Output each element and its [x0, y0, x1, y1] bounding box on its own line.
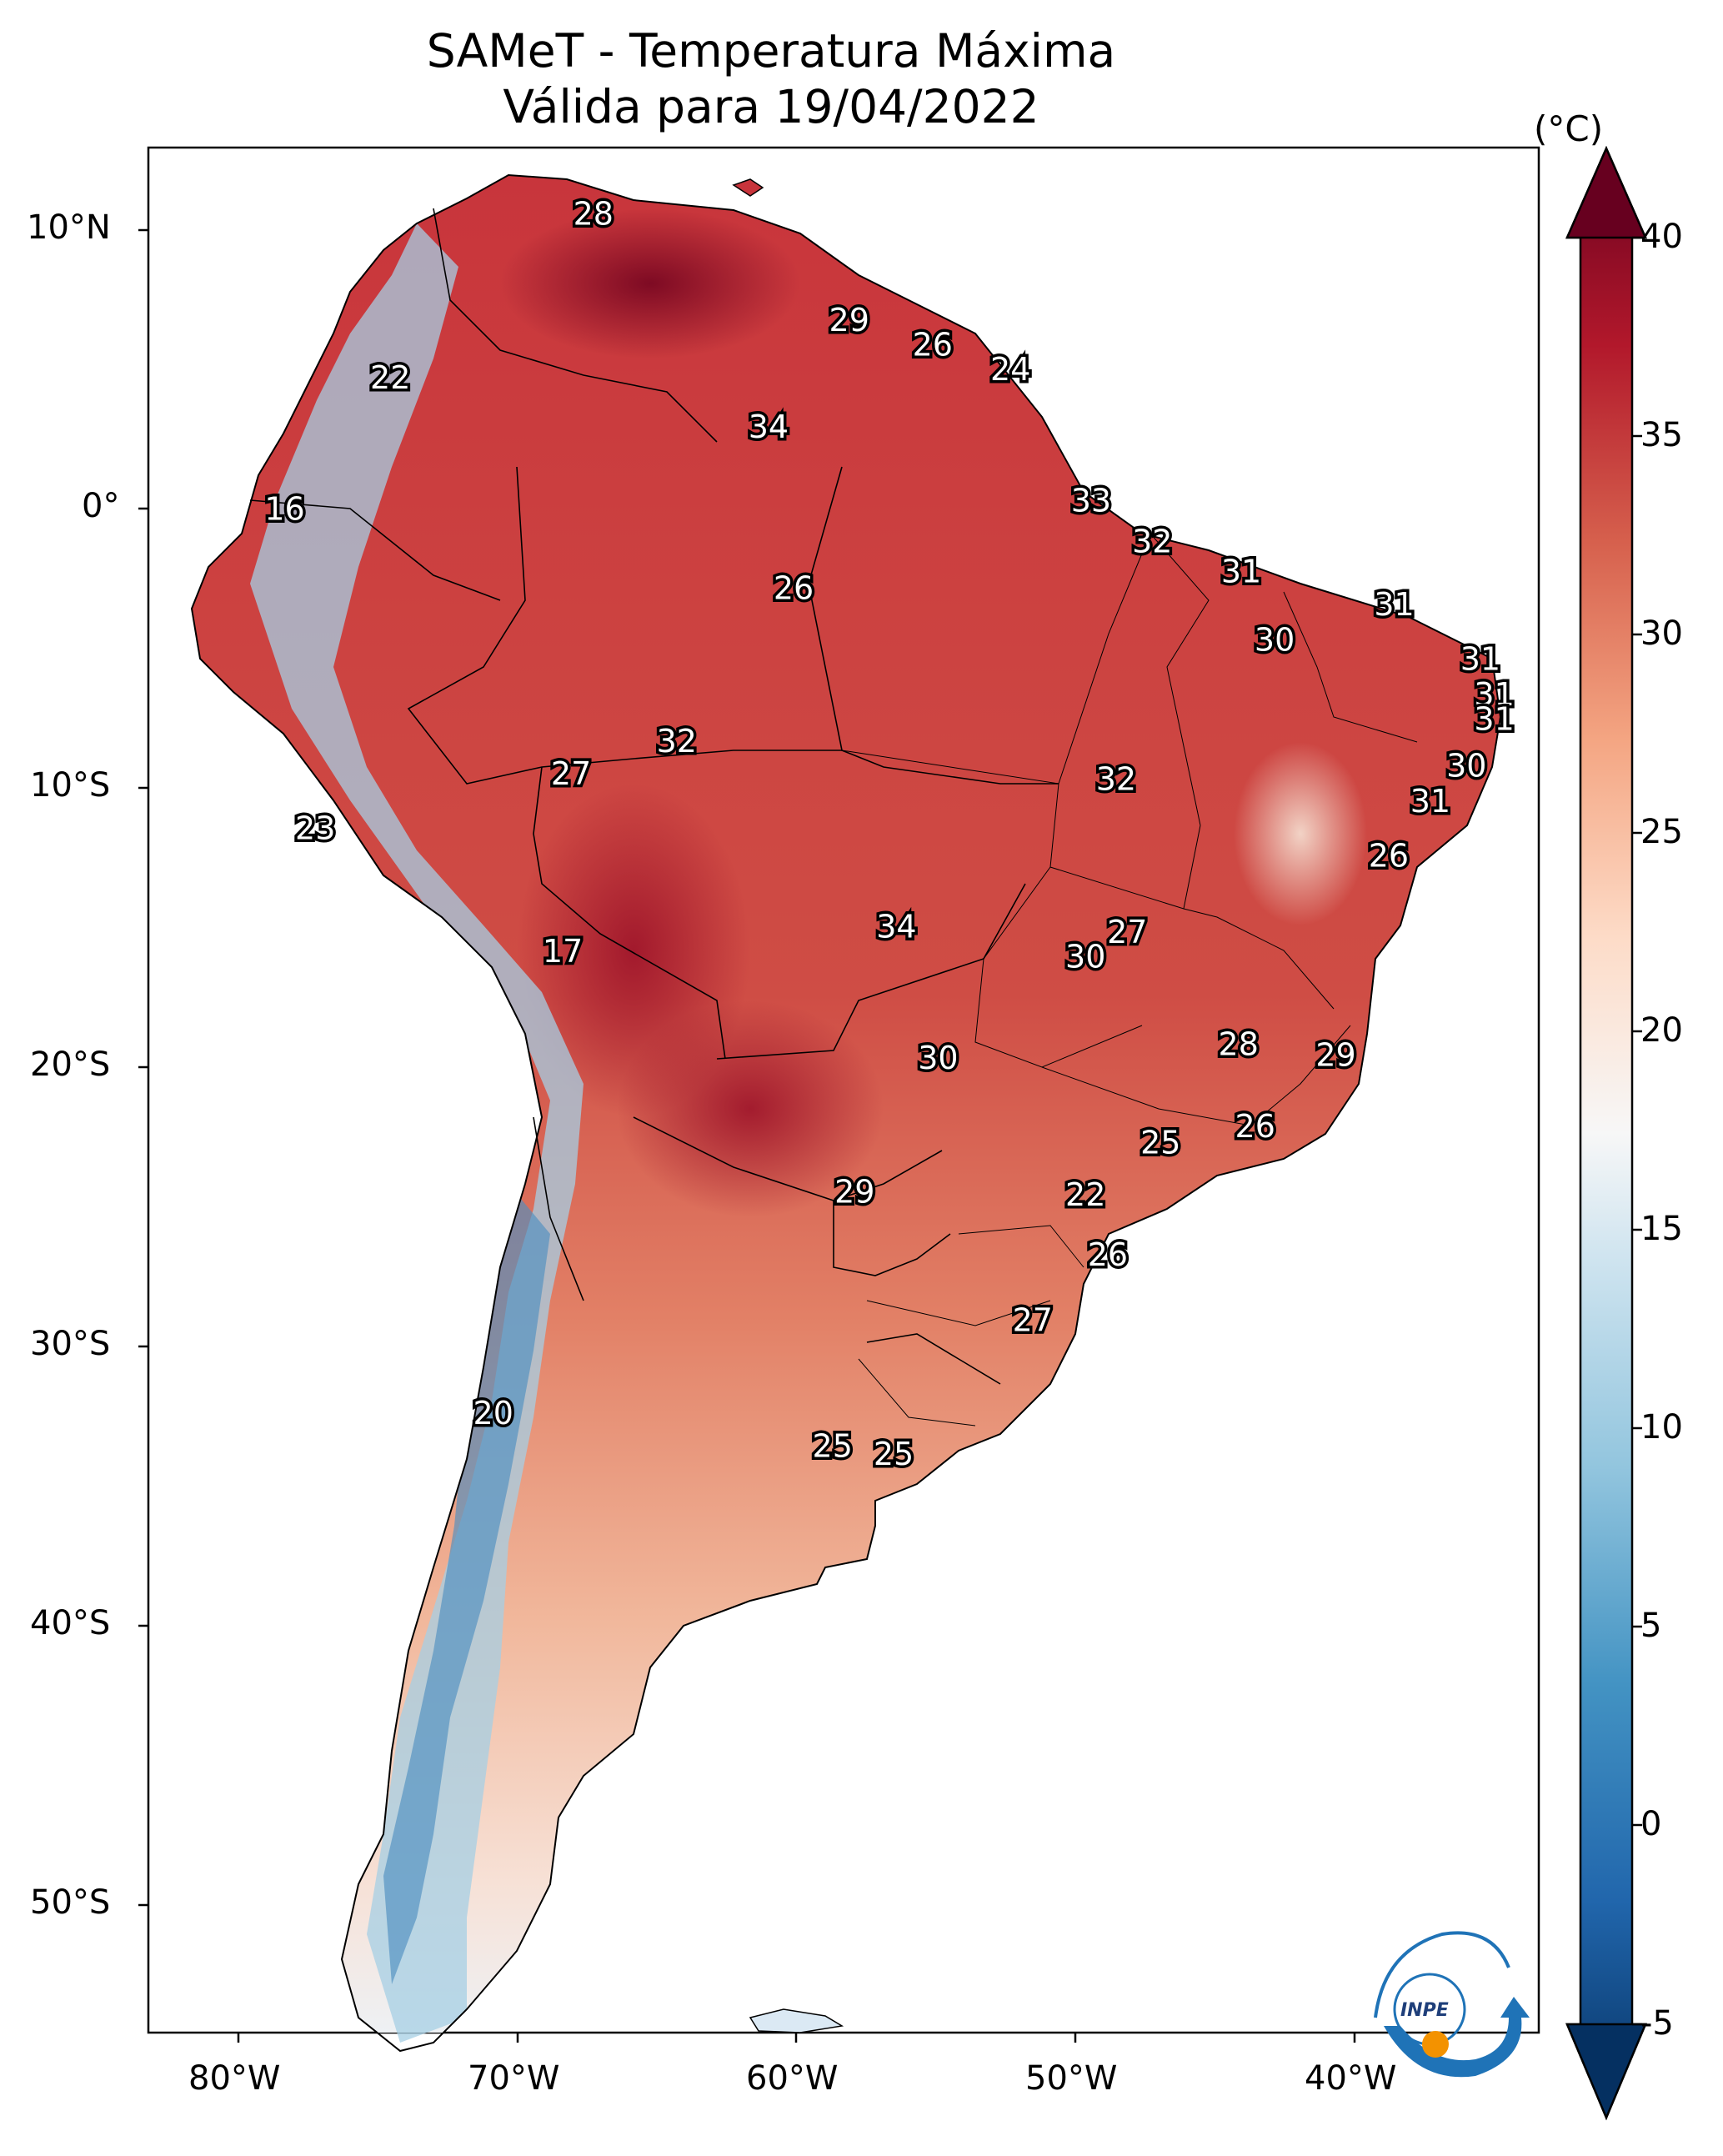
caribbean-island — [732, 178, 764, 197]
station-value-label: 31 — [1460, 641, 1500, 678]
y-tick-label: 40°S — [30, 1604, 111, 1642]
station-value-label: 29 — [829, 302, 869, 338]
y-tick-label: 0° — [82, 487, 120, 525]
station-value-label: 30 — [1255, 622, 1295, 659]
colorbar-bar — [1565, 145, 1647, 2121]
colorbar-tick-label: 35 — [1640, 416, 1683, 454]
colorbar-tick-label: 0 — [1640, 1805, 1662, 1843]
station-value-label: 26 — [913, 327, 953, 364]
colorbar-ticks — [1632, 236, 1642, 2026]
y-tick-label: 20°S — [30, 1045, 111, 1084]
colorbar-tick-label: 30 — [1640, 614, 1683, 653]
hot-zone-venezuela — [500, 208, 800, 358]
station-value-label: 32 — [1096, 761, 1136, 798]
station-value-label: 25 — [813, 1427, 853, 1464]
station-value-label: 31 — [1474, 676, 1514, 713]
y-tick-label: 10°N — [27, 208, 111, 247]
station-value-label: 32 — [657, 723, 697, 760]
andes-cold-band — [250, 223, 584, 2043]
x-tick-label: 80°W — [188, 2059, 281, 2098]
x-tick-label: 50°W — [1025, 2059, 1118, 2098]
inpe-logo-text: INPE — [1400, 2000, 1449, 2021]
station-value-label: 30 — [1446, 747, 1486, 784]
colorbar — [1565, 145, 1647, 2121]
map-subtitle: Válida para 19/04/2022 — [503, 80, 1039, 133]
colorbar-tick-label: 25 — [1640, 813, 1683, 851]
cool-zone-bahia — [1234, 742, 1367, 925]
station-value-label: 24 — [990, 351, 1030, 388]
colorbar-max-arrow — [1565, 145, 1647, 239]
map-title: SAMeT - Temperatura Máxima — [426, 24, 1116, 78]
y-axis-ticks — [138, 228, 148, 1907]
station-value-label: 31 — [1221, 554, 1261, 590]
state-borders — [841, 533, 1418, 1426]
station-value-label: 26 — [1235, 1108, 1275, 1145]
station-value-label: 16 — [264, 490, 304, 527]
colorbar-tick-label: 5 — [1640, 1607, 1662, 1645]
station-value-label: 33 — [1071, 483, 1111, 519]
inpe-logo: INPE — [1374, 1931, 1530, 2078]
station-value-label: 28 — [573, 195, 614, 232]
station-value-label: 22 — [370, 359, 410, 396]
station-value-label: 26 — [1088, 1236, 1128, 1273]
y-tick-label: 50°S — [30, 1883, 111, 1922]
station-value-label: 28 — [1219, 1026, 1259, 1063]
station-value-label: 34 — [876, 909, 916, 945]
colorbar-tick-label: -5 — [1640, 2004, 1674, 2043]
station-value-label: 31 — [1374, 586, 1414, 623]
country-borders — [249, 208, 1059, 1385]
andes-coldest-band — [383, 1184, 550, 1984]
colorbar-tick-label: 40 — [1640, 218, 1683, 256]
station-value-label: 26 — [774, 569, 814, 606]
station-value-label: 25 — [874, 1436, 914, 1472]
station-value-label: 25 — [1140, 1125, 1180, 1161]
inpe-logo-dot — [1422, 2031, 1449, 2058]
station-value-label: 17 — [543, 933, 583, 970]
y-tick-label: 10°S — [30, 766, 111, 805]
station-value-label: 31 — [1410, 783, 1450, 820]
y-tick-label: 30°S — [30, 1325, 111, 1363]
falkland-islands — [749, 2008, 844, 2033]
x-tick-label: 40°W — [1305, 2059, 1397, 2098]
station-value-label: 27 — [1013, 1302, 1053, 1339]
colorbar-tick-label: 15 — [1640, 1210, 1683, 1248]
station-value-label: 22 — [1065, 1176, 1105, 1213]
x-tick-label: 70°W — [468, 2059, 560, 2098]
colorbar-tick-label: 10 — [1640, 1408, 1683, 1447]
station-value-label: 27 — [551, 755, 591, 792]
station-value-label: 30 — [918, 1040, 958, 1076]
colorbar-unit: (°C) — [1534, 108, 1604, 149]
station-value-label: 26 — [1369, 838, 1409, 875]
station-value-label: 32 — [1132, 524, 1172, 560]
station-value-label: 27 — [1107, 914, 1147, 950]
hot-zone-paraguay — [617, 1000, 884, 1217]
station-value-label: 31 — [1474, 701, 1514, 738]
station-value-label: 29 — [834, 1174, 874, 1211]
x-tick-label: 60°W — [746, 2059, 839, 2098]
station-value-label: 20 — [473, 1395, 513, 1431]
station-value-label: 30 — [1065, 939, 1105, 975]
x-axis-ticks — [237, 2033, 1356, 2043]
station-value-label: 23 — [295, 810, 335, 847]
colorbar-tick-label: 20 — [1640, 1011, 1683, 1050]
station-value-label: 34 — [749, 409, 789, 445]
colorbar-min-arrow — [1565, 2023, 1647, 2121]
station-value-label: 29 — [1315, 1037, 1355, 1074]
